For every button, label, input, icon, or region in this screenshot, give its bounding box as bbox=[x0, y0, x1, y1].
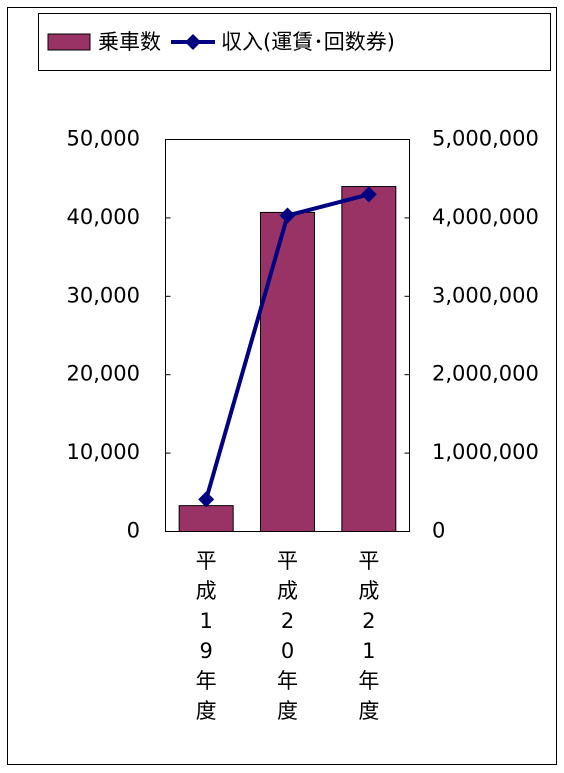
line-marker bbox=[198, 491, 215, 508]
legend-marker bbox=[185, 34, 201, 50]
x-tick-label: 平成 2 1 年度 bbox=[358, 549, 379, 723]
line-marker bbox=[360, 186, 377, 203]
y2-tick-label: 2,000,000 bbox=[432, 362, 539, 386]
y2-tick-label: 3,000,000 bbox=[432, 283, 539, 307]
legend-box bbox=[38, 13, 551, 71]
y2-tick-label: 1,000,000 bbox=[432, 440, 539, 464]
legend-label: 収入(運賃･回数券) bbox=[221, 30, 395, 54]
bar bbox=[341, 186, 397, 532]
y-tick-label: 30,000 bbox=[67, 283, 140, 307]
legend-swatch bbox=[47, 33, 91, 51]
y-tick-label: 0 bbox=[127, 519, 140, 543]
x-tick-label: 平成 1 9 年度 bbox=[196, 549, 217, 723]
bar bbox=[260, 211, 315, 533]
legend-label: 乗車数 bbox=[98, 30, 161, 54]
y2-tick-label: 5,000,000 bbox=[432, 127, 539, 151]
y2-tick-label: 4,000,000 bbox=[432, 205, 539, 229]
bar bbox=[178, 505, 234, 532]
x-tick-label: 平成 2 0 年度 bbox=[277, 549, 298, 723]
line-marker bbox=[279, 207, 296, 224]
y-tick-label: 50,000 bbox=[67, 127, 140, 151]
y2-tick-label: 0 bbox=[432, 519, 445, 543]
y-tick-label: 20,000 bbox=[67, 362, 140, 386]
y-tick-label: 40,000 bbox=[67, 205, 140, 229]
y-tick-label: 10,000 bbox=[67, 440, 140, 464]
